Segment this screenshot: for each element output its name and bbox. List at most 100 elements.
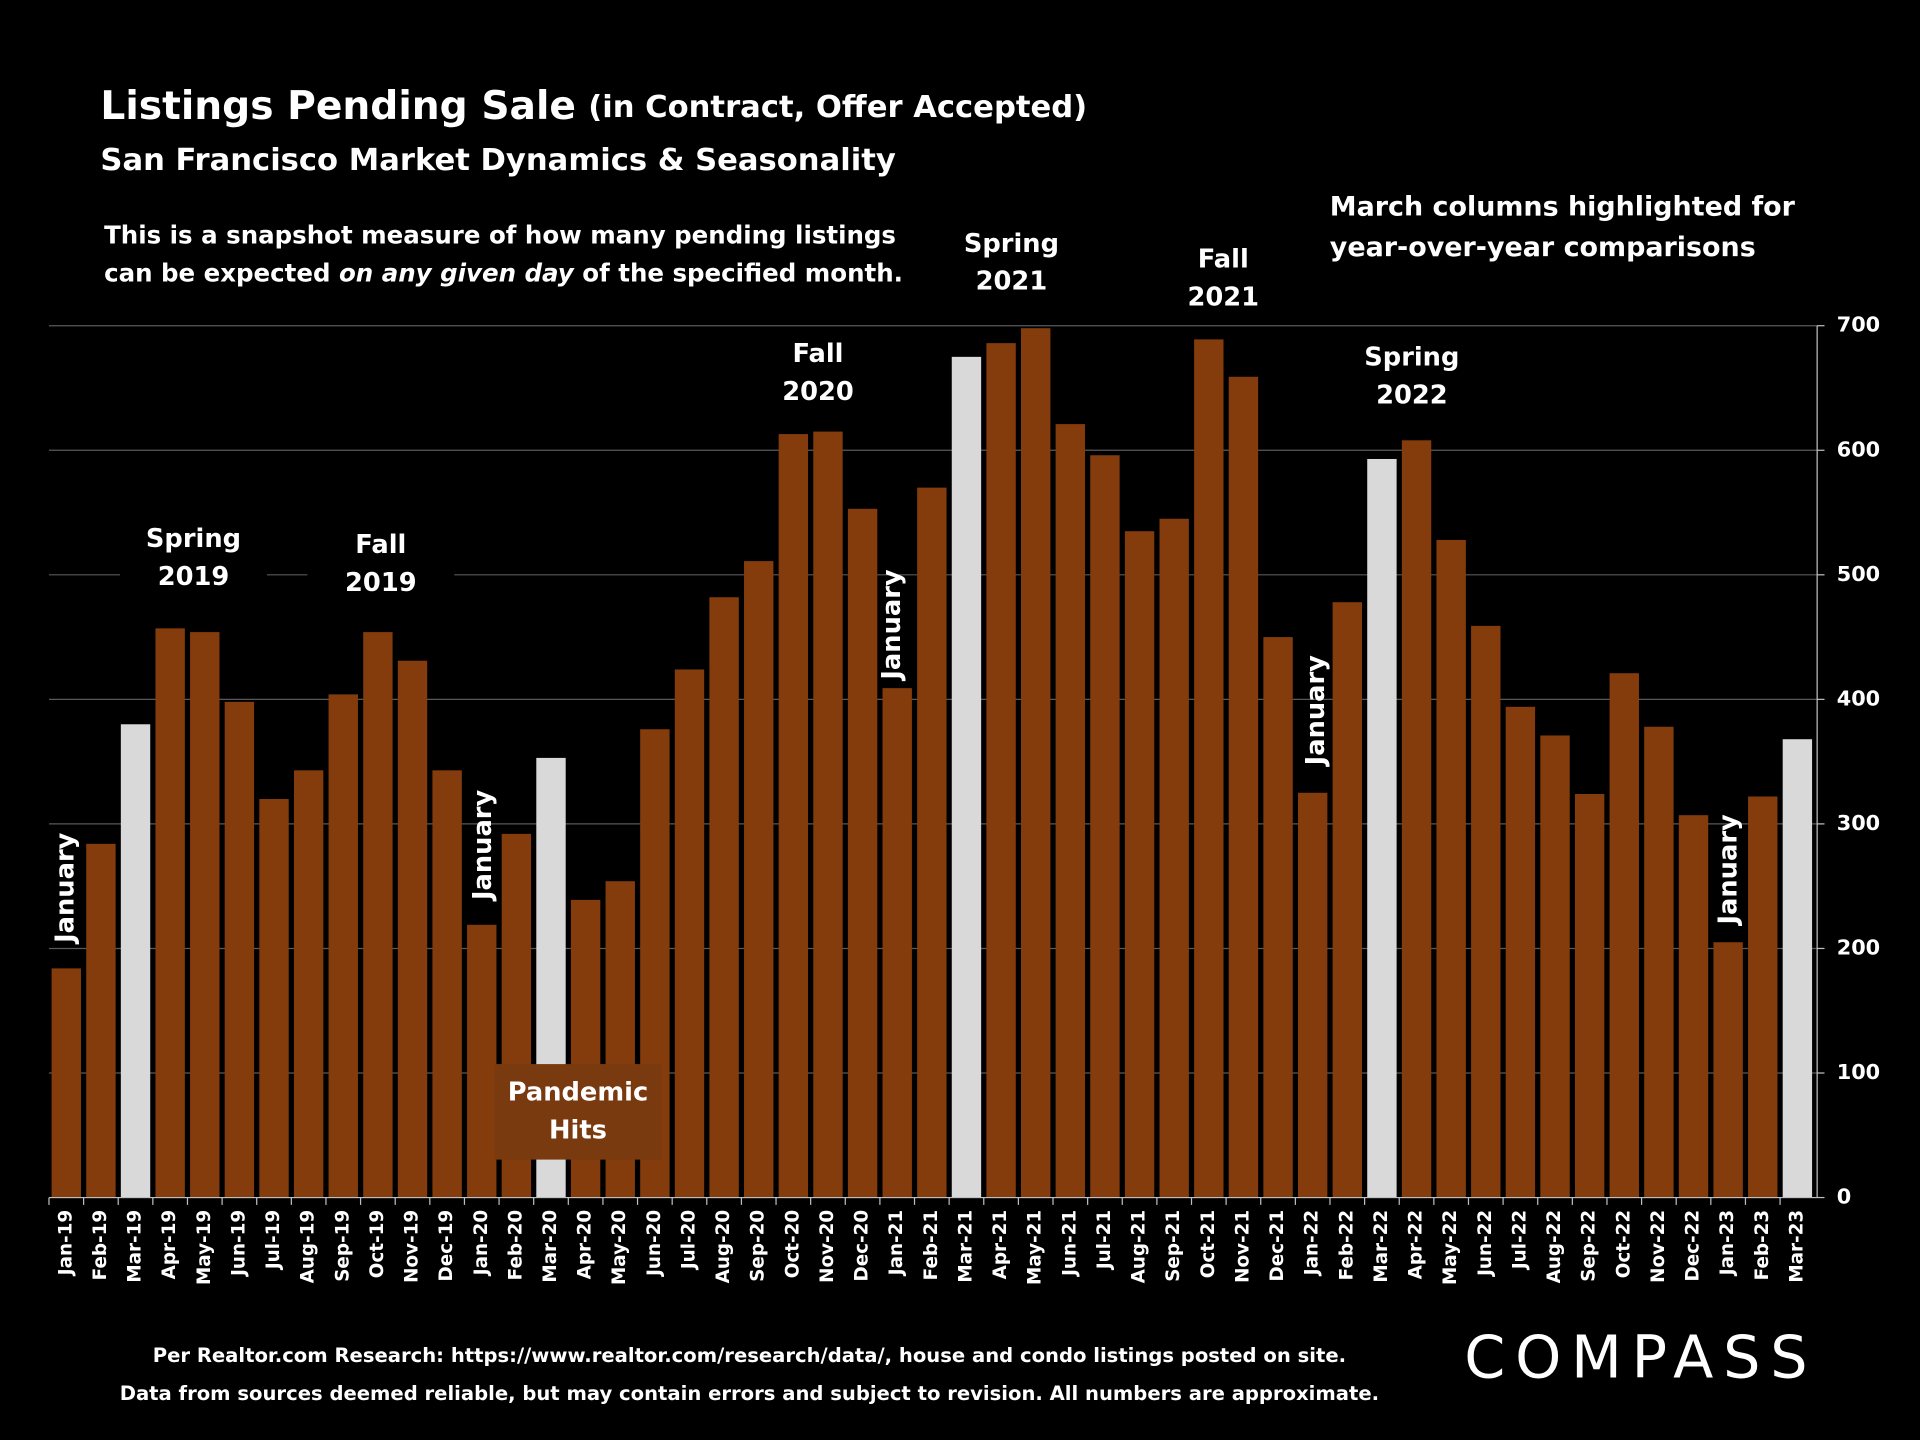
bar: [1540, 735, 1570, 1198]
annotation-bg: [307, 521, 455, 608]
annotation-text: 2021: [976, 267, 1048, 297]
x-tick-label: Feb-20: [505, 1210, 526, 1281]
annotation-text: 2020: [782, 377, 854, 407]
bar: [986, 343, 1016, 1198]
bar: [1678, 815, 1709, 1198]
bar: [86, 843, 116, 1198]
x-tick-label: Apr-19: [159, 1210, 180, 1280]
x-tick-label: Nov-22: [1648, 1210, 1669, 1283]
x-tick-label: Mar-20: [540, 1210, 561, 1283]
chart-title: Listings Pending Sale (in Contract, Offer…: [100, 83, 1087, 128]
x-tick-label: Nov-19: [402, 1210, 423, 1283]
bar: [778, 434, 809, 1198]
subtitle: San Francisco Market Dynamics & Seasonal…: [100, 143, 895, 178]
bar: [155, 628, 185, 1198]
x-tick-label: Aug-22: [1544, 1210, 1565, 1284]
y-tick-label: 500: [1837, 562, 1880, 586]
x-tick-label: Aug-21: [1129, 1210, 1150, 1284]
y-tick-label: 100: [1837, 1060, 1880, 1084]
x-tick-label: Sep-20: [748, 1210, 769, 1282]
x-tick-label: Mar-22: [1371, 1210, 1392, 1283]
annotation: Pandemic Hits: [494, 1064, 662, 1160]
bar: [1263, 637, 1293, 1198]
bar: [51, 968, 81, 1198]
bar: [1574, 794, 1605, 1198]
x-tick-label: Jul-22: [1509, 1210, 1530, 1271]
y-tick-label: 700: [1837, 313, 1880, 337]
x-tick-label: Mar-19: [125, 1210, 146, 1283]
annotation-text: 2019: [158, 562, 230, 592]
bar: [709, 597, 739, 1198]
x-tick-label: Sep-22: [1579, 1210, 1600, 1282]
bar: [1471, 625, 1501, 1198]
bar: [190, 632, 220, 1198]
annotation: Spring 2019: [120, 515, 267, 602]
annotation-text: 2019: [345, 568, 417, 598]
bar: [1401, 440, 1432, 1198]
x-tick-label: Dec-22: [1683, 1210, 1704, 1282]
annotation-text: January: [1713, 814, 1743, 927]
bar: [224, 701, 255, 1198]
x-tick-label: Jul-19: [263, 1210, 284, 1271]
annotation: Spring 2021: [937, 220, 1085, 307]
x-tick-label: Jul-21: [1094, 1210, 1115, 1271]
note: can be expected on any given day of the …: [104, 258, 903, 287]
bar: [1297, 792, 1328, 1198]
bar: [1021, 328, 1051, 1198]
y-tick-label: 0: [1837, 1185, 1851, 1209]
bar: [1055, 424, 1086, 1198]
x-tick-label: Aug-20: [713, 1210, 734, 1284]
footer: Per Realtor.com Research: https://www.re…: [153, 1344, 1346, 1367]
bar: [744, 561, 774, 1198]
bar: [882, 688, 912, 1198]
x-tick-label: Jun-22: [1475, 1210, 1496, 1278]
annotation: January: [1713, 814, 1743, 927]
x-tick-label: Jan-19: [55, 1210, 76, 1277]
x-tick-label: Oct-22: [1613, 1210, 1634, 1278]
x-tick-label: Oct-21: [1198, 1210, 1219, 1278]
bar: [813, 431, 843, 1198]
x-tick-label: Feb-19: [90, 1210, 111, 1281]
x-tick-label: Jun-19: [228, 1210, 249, 1278]
x-tick-label: May-19: [194, 1210, 215, 1285]
bar: [1194, 339, 1224, 1198]
y-tick-label: 400: [1837, 686, 1880, 710]
bar: [1782, 739, 1813, 1198]
annotation: Fall 2019: [307, 521, 455, 608]
highlight-note: March columns highlighted for: [1330, 192, 1796, 223]
annotation-text: Spring: [964, 229, 1059, 259]
x-tick-label: Jan-20: [471, 1210, 492, 1277]
annotation-text: January: [468, 790, 498, 903]
annotation-text: Fall: [1198, 245, 1249, 275]
x-tick-label: Nov-21: [1232, 1210, 1253, 1283]
annotation: January: [1301, 655, 1331, 768]
bar: [363, 632, 393, 1198]
annotation-text: January: [51, 832, 81, 945]
bar: [259, 798, 289, 1198]
x-tick-label: Oct-19: [367, 1210, 388, 1278]
note: This is a snapshot measure of how many p…: [104, 220, 896, 249]
title-suffix: (in Contract, Offer Accepted): [588, 89, 1087, 124]
bar: [293, 770, 324, 1198]
x-tick-label: Apr-20: [575, 1210, 596, 1280]
y-tick-label: 200: [1837, 935, 1880, 959]
annotation-text: January: [877, 569, 907, 682]
annotation-text: 2021: [1187, 283, 1259, 313]
annotation: Fall 2021: [1149, 236, 1297, 323]
x-tick-label: Jan-21: [886, 1210, 907, 1277]
annotation: Spring 2022: [1364, 343, 1459, 411]
bar: [1644, 726, 1674, 1198]
bar: [951, 356, 982, 1198]
bar: [847, 508, 878, 1198]
x-tick-label: Mar-23: [1786, 1210, 1807, 1283]
x-tick-label: Oct-20: [782, 1210, 803, 1278]
title-main: Listings Pending Sale: [100, 83, 576, 128]
bar: [1332, 602, 1362, 1198]
x-tick-label: Jun-20: [644, 1210, 665, 1278]
bar: [1228, 376, 1259, 1198]
x-tick-label: Apr-21: [990, 1210, 1011, 1280]
annotation: January: [51, 832, 81, 945]
x-tick-label: Jan-23: [1717, 1210, 1738, 1277]
bar: [1748, 796, 1778, 1198]
